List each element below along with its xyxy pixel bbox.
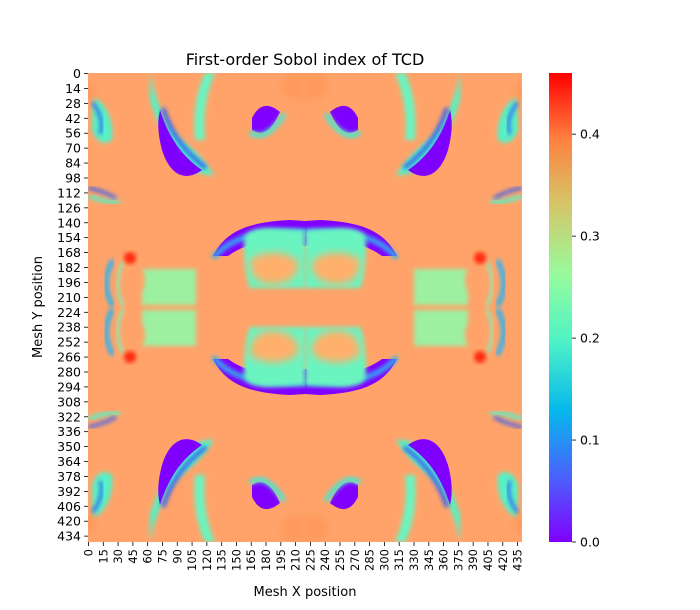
y-tick-label: 70 (65, 141, 81, 156)
heatmap-background (88, 73, 522, 542)
x-tick-label: 180 (259, 549, 273, 571)
x-tick-label: 420 (496, 549, 510, 571)
x-tick-label: 360 (437, 549, 451, 571)
x-tick-label: 90 (170, 549, 184, 564)
colorbar-ticks: 0.0 0.1 0.2 0.3 0.4 (572, 127, 600, 550)
colorbar-tick-label: 0.1 (580, 433, 600, 448)
x-tick-label: 390 (466, 549, 480, 571)
x-tick-label: 405 (481, 549, 495, 571)
x-tick-label: 45 (126, 549, 140, 564)
x-tick-label: 255 (333, 549, 347, 571)
x-tick-label: 165 (244, 549, 258, 571)
x-axis-label: Mesh X position (254, 585, 357, 600)
y-tick-label: 84 (65, 156, 81, 171)
x-tick-label: 0 (81, 549, 95, 556)
y-tick-label: 196 (57, 275, 81, 290)
x-tick-label: 30 (111, 549, 125, 564)
x-tick-label: 330 (407, 549, 421, 571)
y-tick-label: 112 (57, 185, 81, 200)
y-tick-label: 294 (57, 379, 81, 394)
heatmap-quadrant-bottom-left (88, 307, 306, 542)
y-tick-label: 140 (57, 215, 81, 230)
y-tick-label: 238 (57, 320, 81, 335)
y-tick-label: 168 (57, 245, 81, 260)
heatmap-quadrant-top-right (304, 73, 522, 308)
x-tick-label: 195 (274, 549, 288, 571)
y-tick-label: 28 (65, 96, 81, 111)
y-tick-label: 336 (57, 424, 81, 439)
y-tick-label: 98 (65, 170, 81, 185)
y-tick-label: 224 (57, 305, 81, 320)
y-tick-label: 210 (57, 290, 81, 305)
y-tick-label: 0 (73, 66, 81, 81)
x-tick-label: 75 (155, 549, 169, 564)
y-tick-label: 252 (57, 335, 81, 350)
x-tick-label: 15 (96, 549, 110, 564)
x-tick-label: 345 (422, 549, 436, 571)
y-tick-label: 364 (57, 454, 81, 469)
x-axis-ticks: 0 15 30 45 60 75 90 105 120 135 150 165 180 195 210 225… (81, 542, 525, 571)
x-tick-label: 105 (185, 549, 199, 571)
y-tick-label: 322 (57, 409, 81, 424)
colorbar-tick-label: 0.3 (580, 229, 600, 244)
chart-title: First-order Sobol index of TCD (186, 50, 425, 69)
heatmap-quadrant (88, 73, 306, 308)
y-tick-label: 126 (57, 200, 81, 215)
heatmap-quadrant-bottom-right (304, 307, 522, 542)
y-tick-label: 434 (57, 529, 81, 544)
x-tick-label: 300 (377, 549, 391, 571)
colorbar (549, 73, 572, 542)
x-tick-label: 285 (363, 549, 377, 571)
x-tick-label: 375 (451, 549, 465, 571)
x-tick-label: 240 (318, 549, 332, 571)
y-tick-label: 154 (57, 230, 81, 245)
y-axis-label: Mesh Y position (31, 256, 46, 358)
y-tick-label: 308 (57, 394, 81, 409)
y-tick-label: 182 (57, 260, 81, 275)
y-tick-label: 420 (57, 514, 81, 529)
y-tick-label: 280 (57, 364, 81, 379)
heatmap-plot-area (88, 73, 522, 542)
x-tick-label: 135 (215, 549, 229, 571)
x-tick-label: 315 (392, 549, 406, 571)
y-axis-ticks: 0142842567084981121261401541681821962102… (57, 66, 88, 544)
x-tick-label: 270 (348, 549, 362, 571)
colorbar-tick-label: 0.2 (580, 331, 600, 346)
y-tick-label: 378 (57, 469, 81, 484)
y-tick-label: 350 (57, 439, 81, 454)
x-tick-label: 120 (200, 549, 214, 571)
y-tick-label: 42 (65, 111, 81, 126)
colorbar-tick-label: 0.4 (580, 127, 600, 142)
x-tick-label: 150 (229, 549, 243, 571)
x-tick-label: 435 (511, 549, 525, 571)
y-tick-label: 406 (57, 499, 81, 514)
y-tick-label: 56 (65, 126, 81, 141)
y-tick-label: 14 (65, 81, 81, 96)
x-tick-label: 225 (303, 549, 317, 571)
x-tick-label: 210 (289, 549, 303, 571)
x-tick-label: 60 (141, 549, 155, 564)
colorbar-tick-label: 0.0 (580, 535, 600, 550)
y-tick-label: 392 (57, 484, 81, 499)
y-tick-label: 266 (57, 350, 81, 365)
